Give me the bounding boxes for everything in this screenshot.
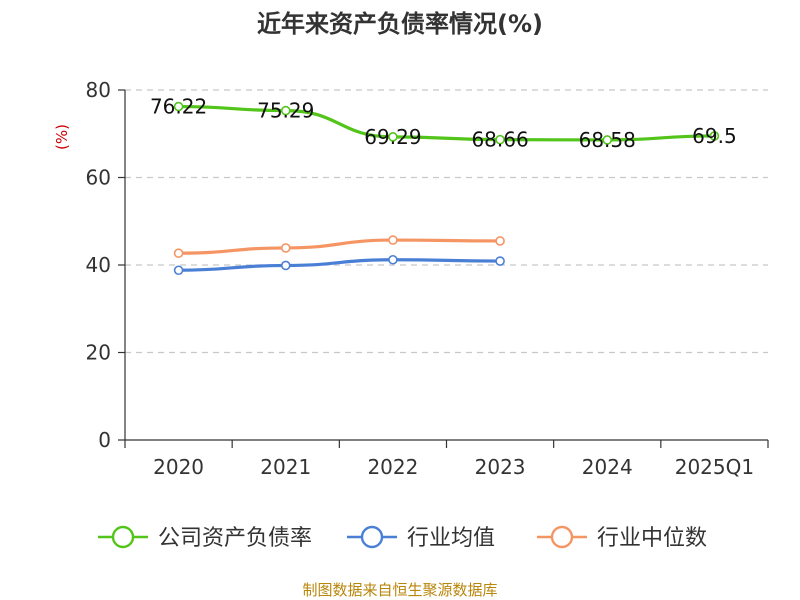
data-point [495,256,505,266]
y-tick-label: 0 [98,428,111,452]
data-label: 69.29 [364,125,421,149]
series-line [178,238,501,255]
data-label: 75.29 [257,99,314,123]
data-label: 68.66 [471,128,528,152]
data-label: 76.22 [150,95,207,119]
data-label: 68.58 [579,128,636,152]
grid-lines [125,89,768,354]
data-point [602,135,613,145]
legend-marker [550,525,574,549]
x-tick-label: 2023 [475,455,526,479]
legend-marker [111,525,135,549]
x-tick-label: 2022 [367,455,418,479]
x-tick-label: 2025Q1 [675,455,754,479]
data-point [388,132,398,142]
data-point [173,248,184,258]
data-source-note: 制图数据来自恒生聚源数据库 [302,581,498,599]
series-lines [173,101,720,276]
data-point [173,265,184,276]
y-tick-label: 80 [86,78,111,102]
data-point [495,236,505,246]
data-point [280,260,291,271]
axes: 0 20 40 60 80 2020 2021 2022 2023 2024 2025Q1 [86,78,769,479]
data-point [280,243,291,253]
x-tick-label: 2020 [153,455,204,479]
x-tick-label: 2021 [260,455,311,479]
y-tick-label: 20 [86,341,111,365]
data-label: 69.5 [692,124,737,148]
chart-title: 近年来资产负债率情况(%) [257,10,543,38]
data-labels: 76.22 75.29 69.29 68.66 68.58 69.5 [150,95,737,152]
series-line [178,104,715,142]
legend-marker [360,525,384,549]
data-point [173,101,184,112]
series-line [178,258,501,272]
legend-label: 行业中位数 [597,526,707,551]
data-point [495,134,505,145]
data-point [388,235,398,245]
y-tick-label: 60 [86,166,111,190]
x-tick-label: 2024 [582,455,633,479]
data-point [388,254,398,265]
legend-label: 行业均值 [407,526,495,551]
legend: 公司资产负债率 行业均值 行业中位数 [98,525,707,551]
data-point [280,105,291,116]
legend-label: 公司资产负债率 [158,526,312,551]
y-tick-label: 40 [86,253,111,277]
data-point [709,131,720,141]
